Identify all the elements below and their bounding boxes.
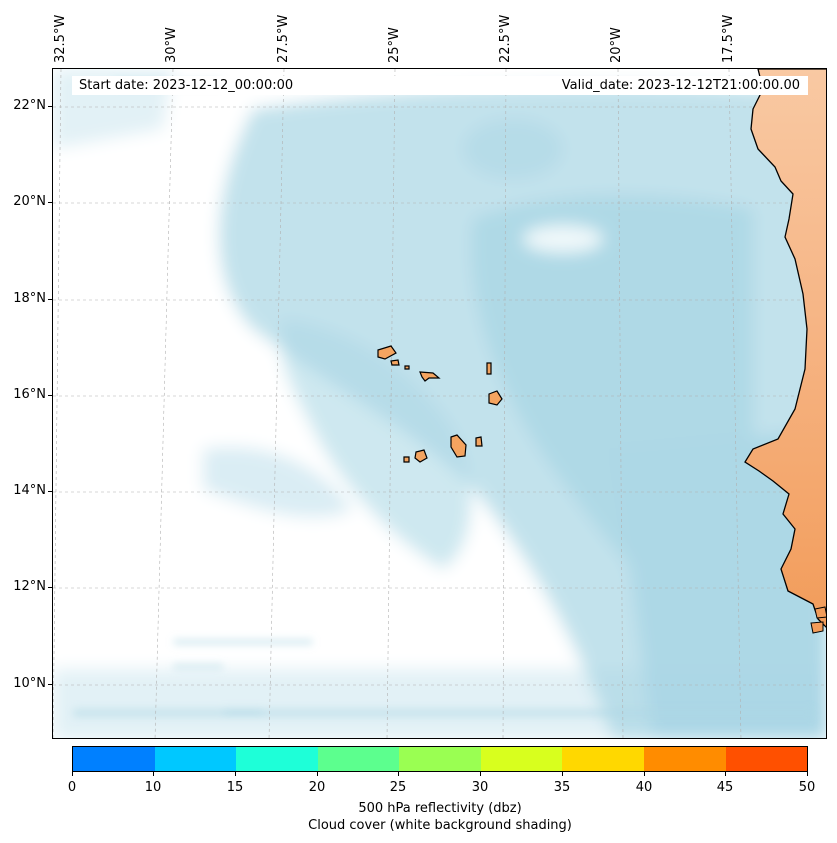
- valid-date-label: Valid_date: 2023-12-12T21:00:00.00: [561, 78, 800, 93]
- colorbar-tick: [725, 772, 726, 776]
- lon-label-17-5w: 17.5°W: [721, 14, 736, 63]
- colorbar-tick-label: 35: [553, 780, 571, 795]
- lon-label-30w: 30°W: [164, 27, 179, 63]
- coastal-island: [814, 606, 826, 619]
- colorbar-label: 500 hPa reflectivity (dbz): [358, 801, 522, 816]
- colorbar-tick: [398, 772, 399, 776]
- colorbar-segment: [399, 747, 481, 771]
- colorbar-tick: [562, 772, 563, 776]
- lat-label-22n: 22°N: [13, 98, 46, 113]
- colorbar-tick: [72, 772, 73, 776]
- colorbar-tick-label: 25: [389, 780, 407, 795]
- island-santo-antao: [377, 345, 397, 360]
- lon-label-32-5w: 32.5°W: [53, 14, 68, 63]
- colorbar-tick-label: 20: [308, 780, 326, 795]
- colorbar-tick-label: 15: [226, 780, 244, 795]
- lat-label-14n: 14°N: [13, 483, 46, 498]
- lat-label-12n: 12°N: [13, 579, 46, 594]
- island-brava: [403, 456, 410, 463]
- colorbar-tick-label: 30: [471, 780, 489, 795]
- graticule: [53, 69, 826, 738]
- info-bar: Start date: 2023-12-12_00:00:00 Valid_da…: [72, 76, 808, 95]
- lon-label-27-5w: 27.5°W: [276, 14, 291, 63]
- colorbar-tick-label: 10: [144, 780, 162, 795]
- colorbar-tick-label: 50: [798, 780, 816, 795]
- colorbar-tick-label: 40: [635, 780, 653, 795]
- colorbar-segment: [562, 747, 644, 771]
- colorbar-segment: [725, 747, 808, 771]
- colorbar-segment: [236, 747, 318, 771]
- island-sal: [486, 362, 492, 375]
- colorbar-tick: [317, 772, 318, 776]
- map-canvas: [53, 69, 826, 738]
- lat-tick: [48, 106, 52, 107]
- colorbar-segment: [317, 747, 400, 771]
- island-santa-luzia: [404, 365, 410, 370]
- lon-label-20w: 20°W: [609, 27, 624, 63]
- island-boa-vista: [488, 390, 503, 406]
- lat-tick: [48, 202, 52, 203]
- island-sao-nicolau: [419, 371, 441, 382]
- lon-label-22-5w: 22.5°W: [498, 14, 513, 63]
- colorbar-tick: [807, 772, 808, 776]
- cape-verde-islands: [377, 345, 503, 463]
- colorbar-tick: [153, 772, 154, 776]
- coastal-island: [810, 621, 824, 634]
- colorbar-sublabel: Cloud cover (white background shading): [308, 818, 572, 833]
- lat-label-16n: 16°N: [13, 387, 46, 402]
- colorbar-tick: [235, 772, 236, 776]
- island-santiago: [450, 434, 467, 458]
- map-panel: [52, 68, 827, 739]
- colorbar-segment: [480, 747, 563, 771]
- lat-label-18n: 18°N: [13, 291, 46, 306]
- lat-label-10n: 10°N: [13, 676, 46, 691]
- lat-tick: [48, 491, 52, 492]
- colorbar-tick: [644, 772, 645, 776]
- colorbar-segment: [643, 747, 726, 771]
- lat-label-20n: 20°N: [13, 194, 46, 209]
- colorbar-segment: [154, 747, 237, 771]
- colorbar-segment: [73, 747, 155, 771]
- lat-tick: [48, 299, 52, 300]
- lat-tick: [48, 587, 52, 588]
- lat-tick: [48, 684, 52, 685]
- lat-tick: [48, 395, 52, 396]
- island-sao-vicente: [390, 359, 400, 366]
- africa-landmass: [744, 69, 826, 628]
- start-date-label: Start date: 2023-12-12_00:00:00: [79, 78, 294, 93]
- cloud-cover-shading: [53, 69, 826, 738]
- colorbar: [72, 746, 808, 772]
- island-fogo: [414, 449, 428, 463]
- colorbar-tick-label: 0: [67, 780, 77, 795]
- island-maio: [475, 436, 483, 447]
- colorbar-tick: [480, 772, 481, 776]
- colorbar-tick-label: 45: [716, 780, 734, 795]
- lon-label-25w: 25°W: [387, 27, 402, 63]
